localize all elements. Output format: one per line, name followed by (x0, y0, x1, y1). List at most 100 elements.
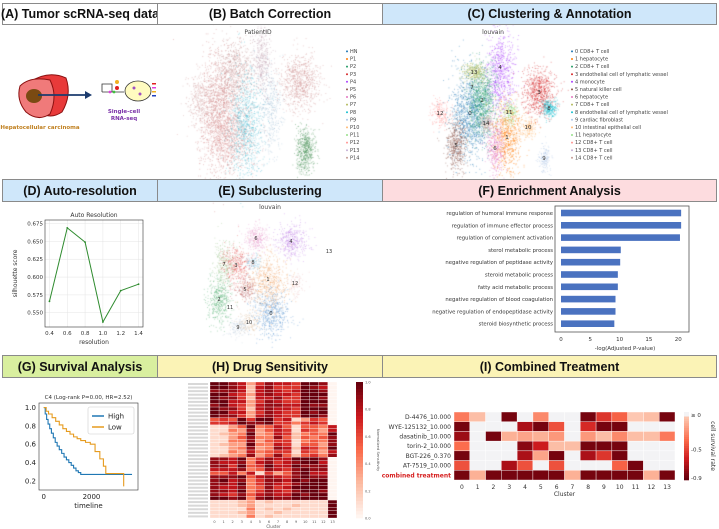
drug-row-label-placeholder (188, 508, 208, 511)
heatmap-cell (309, 503, 320, 508)
legend-marker (571, 73, 573, 76)
legend-item-cluster-11: 11 hepatocyte (575, 133, 611, 139)
heatmap-cell (309, 439, 320, 443)
heatmap-cell (595, 411, 613, 422)
heatmap-cell (237, 392, 247, 397)
legend-marker (571, 103, 573, 106)
x-tick-label: 1.0 (99, 331, 108, 337)
colorbar-segment (684, 448, 689, 451)
y-tick-label: 0.6 (25, 441, 37, 449)
heatmap-cell (327, 482, 338, 486)
legend-item-cluster-0: 0 CD8+ T cell (575, 49, 609, 55)
colorbar-segment (684, 466, 689, 469)
drug-row-label-placeholder (188, 408, 208, 411)
heatmap-cell (318, 453, 329, 458)
heatmap-cell (227, 392, 238, 397)
heatmap-cell (580, 411, 597, 422)
drug-row-label-placeholder (188, 490, 208, 493)
colorbar-segment (684, 473, 689, 476)
heatmap-cell (643, 411, 660, 422)
heatmap-cell (309, 399, 320, 404)
heatmap-cell (318, 428, 329, 433)
subcluster-label: 3 (234, 263, 237, 269)
heatmap-cell (273, 431, 283, 436)
legend-marker (346, 80, 348, 83)
heatmap-cell (291, 389, 301, 393)
heatmap-cell (282, 478, 292, 483)
x-axis-label: timeline (74, 502, 102, 510)
heatmap-cell (227, 431, 238, 436)
colorbar-tick-label: 0.6 (365, 435, 371, 439)
heatmap-cell (318, 514, 329, 519)
subcluster-label: 10 (246, 320, 252, 326)
heatmap-cell (327, 453, 338, 458)
heatmap-cell (246, 496, 256, 501)
heatmap-cell (532, 411, 549, 422)
heatmap-cell (264, 431, 274, 436)
heatmap-cell (627, 421, 644, 432)
heatmap-cell (273, 410, 283, 415)
heatmap-cell (291, 442, 301, 447)
colorbar-segment (356, 504, 363, 509)
heatmap-cell (309, 446, 320, 451)
legend-item-p3: P3 (350, 72, 356, 78)
heatmap-cell (264, 453, 274, 458)
legend-item-p11: P11 (350, 133, 359, 139)
heatmap-cell (291, 457, 301, 461)
heatmap-cell (209, 503, 220, 508)
legend-marker (571, 80, 573, 83)
drug-row-label-placeholder (188, 418, 208, 421)
heatmap-cell (580, 421, 597, 432)
y-tick-label: 0.600 (27, 275, 43, 281)
heatmap-cell (309, 410, 320, 415)
heatmap-cell (327, 410, 338, 415)
heatmap-cell (291, 499, 301, 504)
colorbar-segment (356, 514, 363, 519)
heatmap-cell (264, 499, 274, 504)
heatmap-cell (282, 499, 292, 504)
heatmap-cell (273, 389, 283, 393)
heatmap-cell (309, 428, 320, 433)
heatmap-cell (309, 507, 320, 511)
heatmap-cell (659, 411, 676, 422)
heatmap-cell (218, 439, 229, 443)
heatmap-cell (291, 474, 301, 479)
heatmap-cell (264, 460, 274, 465)
column-tick-label: 5 (259, 520, 261, 524)
heatmap-cell (282, 399, 292, 404)
colorbar-segment (356, 511, 363, 515)
column-tick-label: 9 (602, 484, 606, 491)
cluster-label: 4 (498, 65, 502, 71)
enrichment-chart: regulation of humoral immune response reg… (432, 205, 690, 352)
heatmap-cell (327, 449, 338, 454)
heatmap-cell (264, 392, 274, 397)
heatmap-cell (273, 453, 283, 458)
heatmap-cell (564, 421, 581, 432)
heatmap-cell (282, 414, 292, 418)
heatmap-cell (291, 410, 301, 415)
heatmap-cell (309, 424, 320, 429)
heatmap-cell (218, 428, 229, 433)
heatmap-cell (291, 492, 301, 497)
legend-marker (571, 134, 573, 136)
bar (561, 246, 621, 254)
heatmap-cell (453, 470, 470, 481)
bar-category-label: regulation of complement activation (456, 236, 553, 242)
heatmap-cell (282, 474, 292, 479)
subcluster-label: 11 (227, 305, 233, 311)
drug-row-label-placeholder (188, 433, 208, 436)
heatmap-cell (227, 449, 238, 454)
heatmap-cell (291, 507, 301, 511)
heatmap-cell (209, 421, 220, 426)
colorbar-segment (684, 432, 689, 435)
heatmap-cell (469, 440, 486, 452)
bar (561, 295, 616, 303)
subcluster-label: 12 (292, 281, 298, 287)
legend-item-cluster-9: 9 cardiac fibroblast (575, 117, 623, 123)
heatmap-cell (282, 482, 292, 486)
heatmap-cell (273, 406, 283, 411)
heatmap-cell (227, 446, 238, 451)
heatmap-cell (255, 510, 265, 515)
heatmap-cell (627, 460, 644, 471)
colorbar-segment (356, 388, 363, 393)
